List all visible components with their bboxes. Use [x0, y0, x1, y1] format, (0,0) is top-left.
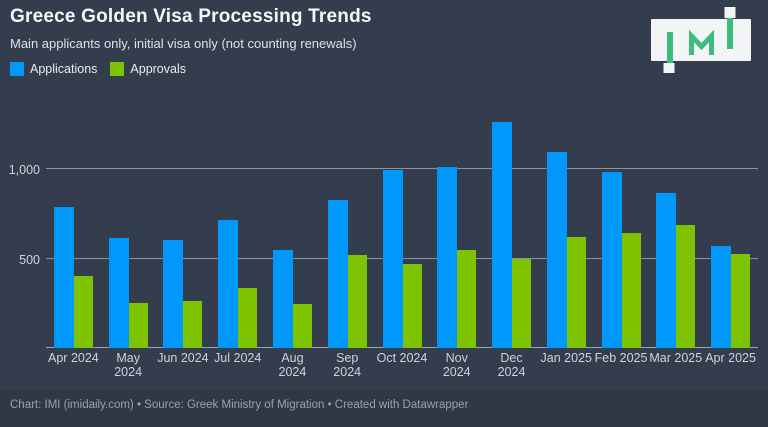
bar-approvals-6 — [402, 263, 422, 348]
bar-applications-8 — [492, 121, 513, 348]
x-tick-label-6: Oct 2024 — [376, 351, 428, 365]
x-tick-label-11: Mar 2025 — [649, 351, 703, 365]
imi-logo — [647, 5, 755, 78]
bar-approvals-11 — [676, 224, 696, 348]
legend-label-approvals: Approvals — [130, 62, 186, 76]
chart-title: Greece Golden Visa Processing Trends — [10, 6, 372, 27]
approvals-color-swatch — [110, 62, 125, 76]
x-tick-label-8: Dec 2024 — [497, 351, 526, 379]
legend-item-approvals: Approvals — [110, 62, 186, 76]
bar-applications-12 — [711, 245, 732, 348]
bar-applications-2 — [163, 239, 184, 348]
bar-applications-1 — [108, 237, 129, 348]
y-tick-label-1000: 1,000 — [8, 163, 40, 177]
legend-label-applications: Applications — [30, 62, 98, 76]
x-tick-label-2: Jun 2024 — [157, 351, 209, 365]
bar-applications-11 — [656, 193, 677, 348]
x-tick-label-12: Apr 2025 — [705, 351, 756, 365]
bar-applications-10 — [601, 171, 622, 348]
legend-item-applications: Applications — [10, 62, 97, 76]
footer-attribution: Chart: IMI (imidaily.com) • Source: Gree… — [10, 398, 469, 411]
bar-approvals-8 — [512, 258, 532, 348]
applications-color-swatch — [10, 62, 24, 76]
y-tick-label-500: 500 — [19, 252, 40, 267]
x-tick-label-4: Aug 2024 — [278, 351, 307, 379]
x-tick-label-7: Nov 2024 — [442, 351, 471, 379]
bar-approvals-2 — [183, 300, 203, 348]
bar-applications-9 — [546, 152, 567, 348]
bar-applications-4 — [272, 250, 293, 348]
imi-logo-graphic — [651, 7, 751, 73]
bar-approvals-7 — [457, 250, 477, 348]
x-tick-label-10: Feb 2025 — [594, 351, 648, 365]
bar-approvals-3 — [238, 288, 258, 348]
bar-applications-5 — [327, 200, 348, 348]
x-axis-labels: Apr 2024 May 2024 Jun 2024 Jul 2024 Aug 2024… — [46, 351, 758, 379]
bar-approvals-0 — [73, 275, 93, 348]
bar-approvals-5 — [347, 254, 367, 348]
chart-subtitle: Main applicants only, initial visa only … — [10, 36, 357, 51]
footer: Chart: IMI (imidaily.com) • Source: Gree… — [0, 390, 768, 427]
bar-approvals-10 — [621, 233, 641, 348]
plot-area: 500 1,000 — [0, 100, 768, 348]
bar-approvals-9 — [566, 237, 586, 348]
bar-applications-7 — [437, 167, 458, 348]
bar-applications-0 — [53, 206, 74, 348]
x-tick-label-1: May 2024 — [114, 351, 143, 379]
x-tick-label-9: Jan 2025 — [540, 351, 592, 365]
x-tick-label-0: Apr 2024 — [48, 351, 99, 365]
gridline-1000 — [46, 168, 758, 169]
chart-legend: Applications Approvals — [10, 62, 186, 76]
x-tick-label-5: Sep 2024 — [333, 351, 362, 379]
bar-approvals-1 — [128, 303, 148, 348]
bar-applications-6 — [382, 169, 403, 348]
x-tick-label-3: Jul 2024 — [214, 351, 262, 365]
bar-approvals-4 — [292, 304, 312, 348]
bar-approvals-12 — [731, 254, 751, 348]
bar-applications-3 — [218, 220, 239, 348]
